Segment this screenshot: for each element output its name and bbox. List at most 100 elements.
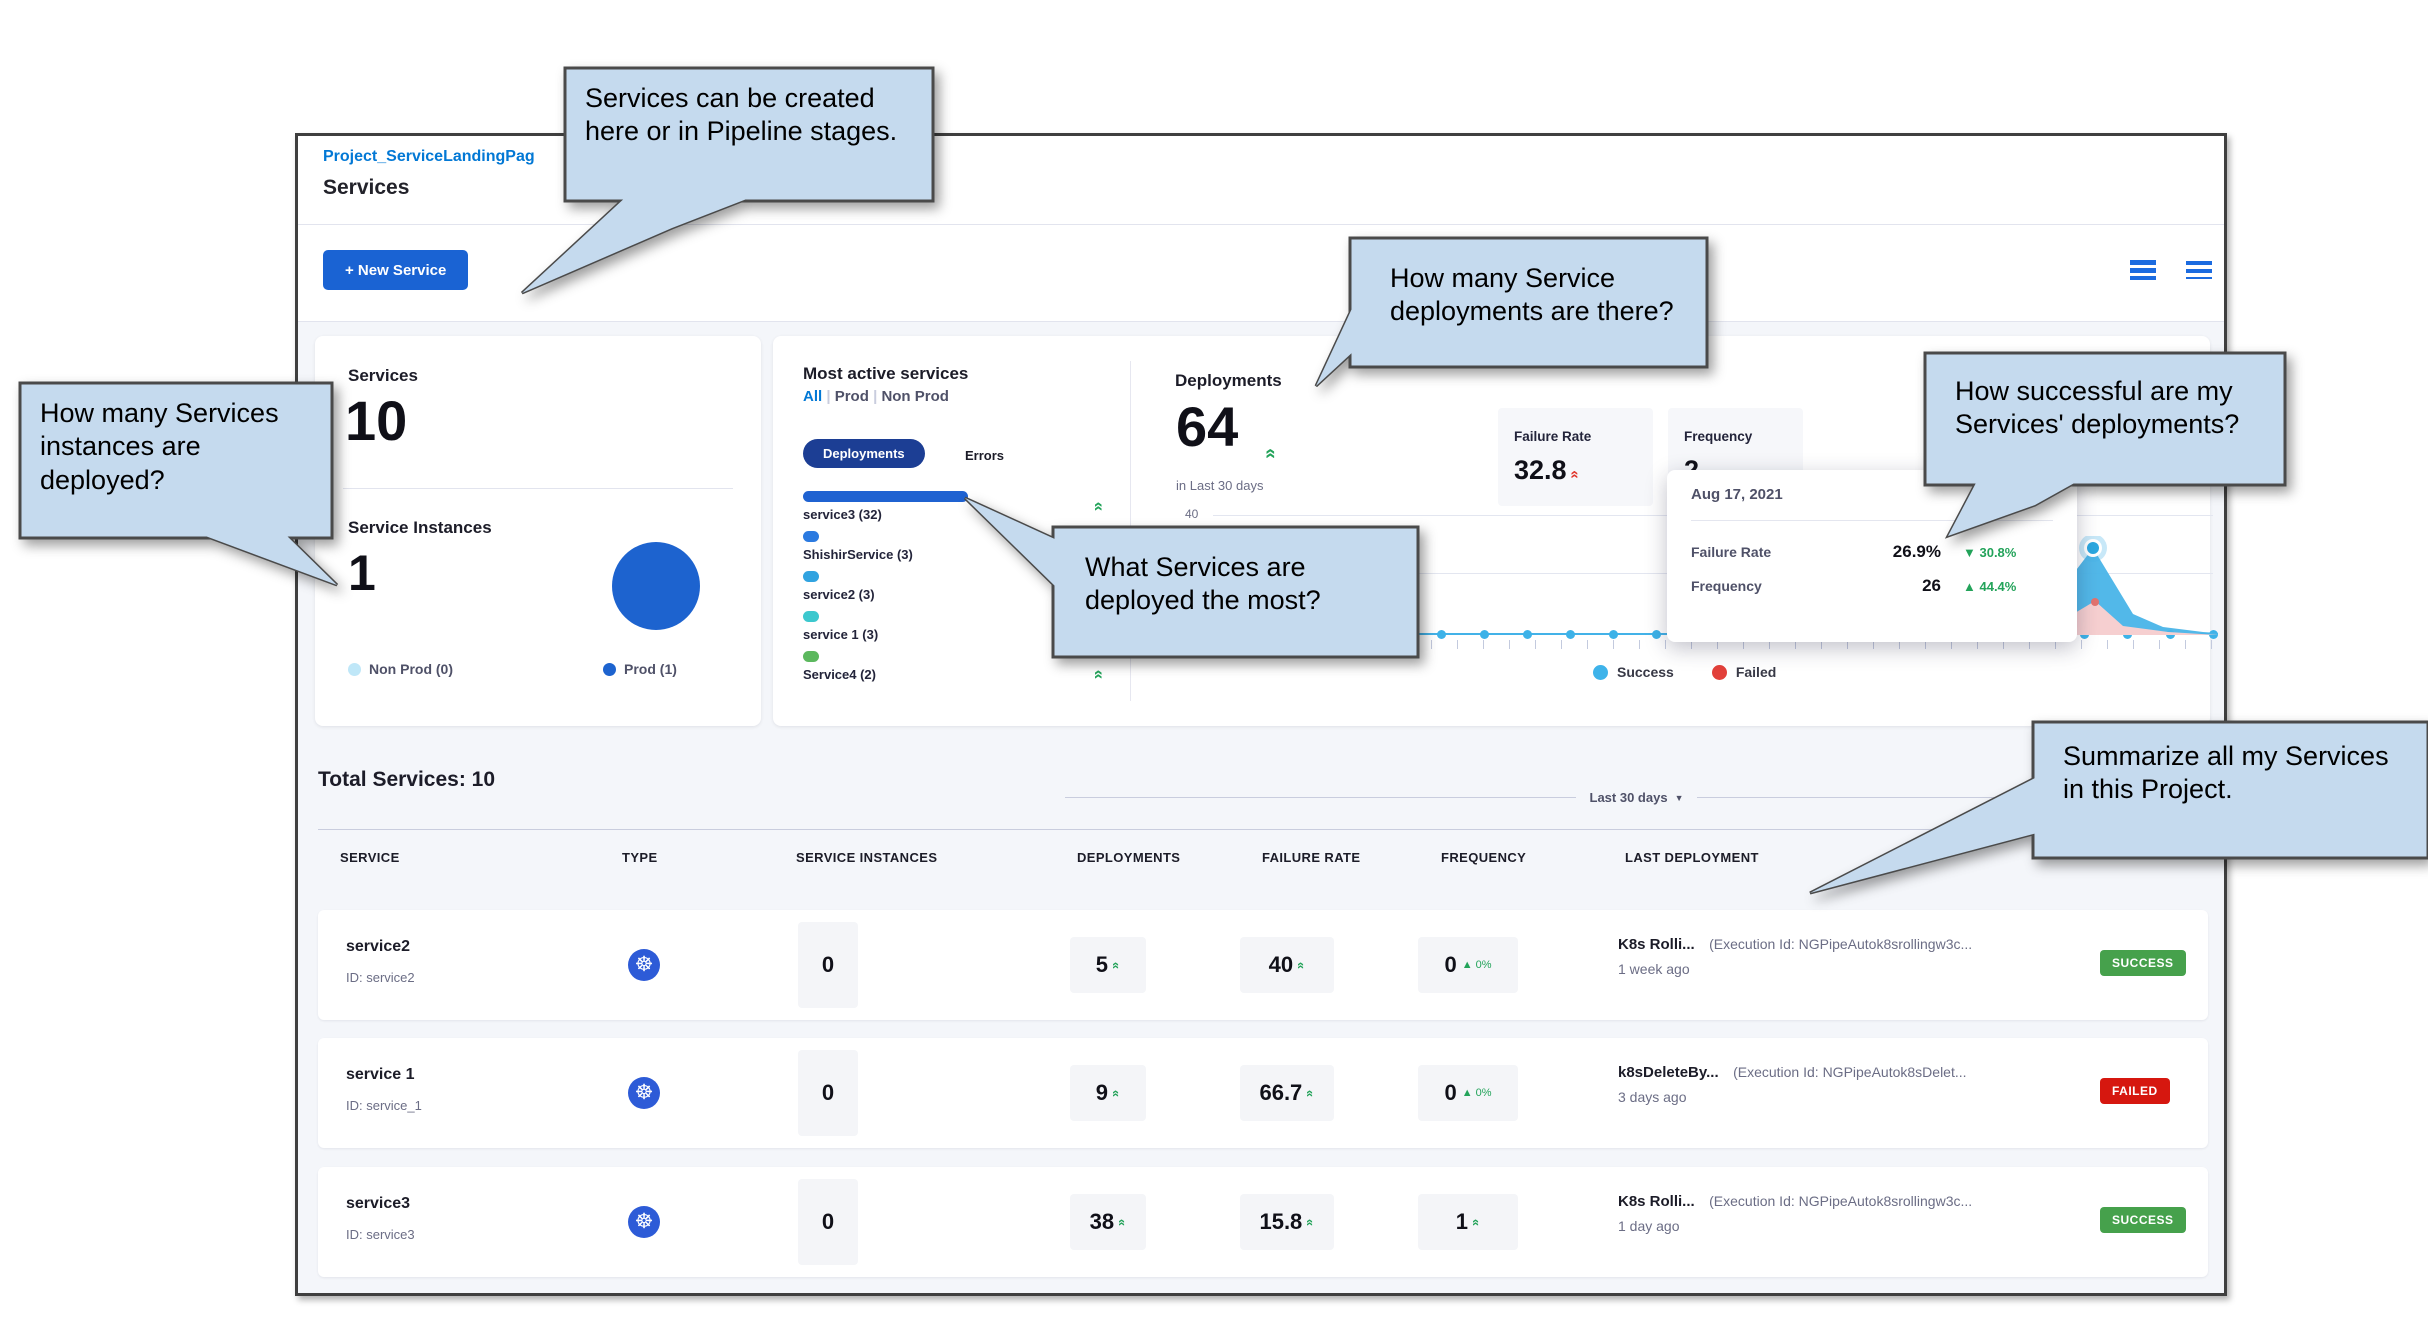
service-bar-label: ShishirService (3) bbox=[803, 547, 913, 562]
pipeline-name[interactable]: k8sDeleteBy... bbox=[1618, 1064, 1719, 1081]
service-id: ID: service3 bbox=[346, 1227, 415, 1242]
page-title: Services bbox=[323, 176, 410, 199]
callout-text: Services can be created here or in Pipel… bbox=[585, 83, 898, 147]
x-axis-ticks bbox=[1223, 640, 2218, 649]
pipeline-name[interactable]: K8s Rolli... bbox=[1618, 1193, 1695, 1210]
trend-up-icon: « bbox=[1109, 1089, 1125, 1097]
trend-up-icon: « bbox=[1109, 961, 1125, 969]
status-badge: SUCCESS bbox=[2100, 1207, 2186, 1233]
service-row[interactable]: service3 ID: service3 ☸ 0 38 « 15.8 « 1 « K… bbox=[318, 1167, 2208, 1277]
callout-text: What Services are deployed the most? bbox=[1085, 552, 1321, 616]
instances-cell: 0 bbox=[798, 1179, 858, 1265]
deployment-time: 3 days ago bbox=[1618, 1089, 1687, 1105]
deployments-toggle[interactable]: Deployments bbox=[803, 439, 925, 468]
legend-success[interactable]: Success bbox=[1593, 664, 1674, 680]
service-bar-label: Service4 (2) bbox=[803, 667, 876, 682]
instances-cell: 0 bbox=[798, 922, 858, 1008]
service-name[interactable]: service 1 bbox=[346, 1066, 415, 1083]
filter-prod[interactable]: Prod bbox=[834, 388, 869, 405]
tooltip-failure-label: Failure Rate bbox=[1691, 544, 1772, 560]
env-filter: All | Prod | Non Prod bbox=[803, 388, 949, 405]
service-bar-row[interactable]: ShishirService (3) bbox=[803, 531, 968, 562]
most-active-title: Most active services bbox=[803, 364, 969, 383]
callout-deployments bbox=[1314, 236, 1709, 388]
period-line bbox=[1065, 797, 1576, 798]
service-row[interactable]: service 1 ID: service_1 ☸ 0 9 « 66.7 « 0 ▲ … bbox=[318, 1038, 2208, 1148]
kubernetes-icon: ☸ bbox=[628, 1206, 660, 1238]
service-name[interactable]: service2 bbox=[346, 938, 411, 955]
chart-dot bbox=[1651, 630, 1661, 639]
tooltip-frequency-value: 26 bbox=[1922, 576, 1941, 595]
legend-prod[interactable]: Prod (1) bbox=[603, 661, 677, 677]
col-deployments[interactable]: DEPLOYMENTS bbox=[1077, 850, 1181, 865]
filter-nonprod[interactable]: Non Prod bbox=[881, 388, 949, 405]
list-view-icon[interactable] bbox=[2186, 261, 2212, 279]
tooltip-failure-value: 26.9% bbox=[1892, 542, 1941, 561]
legend-nonprod[interactable]: Non Prod (0) bbox=[348, 661, 453, 677]
frequency-cell: 1 « bbox=[1418, 1194, 1518, 1250]
legend-nonprod-label: Non Prod (0) bbox=[369, 661, 453, 677]
success-dot-icon bbox=[1593, 664, 1608, 680]
kubernetes-icon: ☸ bbox=[628, 1077, 660, 1109]
col-service[interactable]: SERVICE bbox=[340, 850, 400, 865]
breadcrumb[interactable]: Project_ServiceLandingPag bbox=[323, 148, 535, 165]
tooltip-divider bbox=[1691, 520, 2053, 521]
grid-view-icon[interactable] bbox=[2130, 260, 2156, 280]
period-label: Last 30 days bbox=[1589, 790, 1668, 805]
service-bar bbox=[803, 571, 819, 582]
filter-all[interactable]: All bbox=[803, 388, 823, 405]
deployments-title: Deployments bbox=[1175, 371, 1282, 390]
service-bar-row[interactable]: service 1 (3) bbox=[803, 611, 968, 642]
service-bar-row[interactable]: Service4 (2) bbox=[803, 651, 968, 682]
chart-dot bbox=[1480, 630, 1490, 639]
chart-highlight-point[interactable] bbox=[2087, 542, 2099, 554]
service-instances-count: 1 bbox=[348, 545, 376, 601]
nonprod-dot-icon bbox=[348, 662, 361, 676]
callout-text: Summarize all my Services in this Projec… bbox=[2063, 741, 2389, 805]
callout-summarize bbox=[1809, 720, 2428, 895]
failure-rate-box: Failure Rate 32.8 « bbox=[1498, 408, 1653, 506]
col-type[interactable]: TYPE bbox=[622, 850, 658, 865]
service-bar-label: service3 (32) bbox=[803, 507, 882, 522]
service-instances-label: Service Instances bbox=[348, 518, 492, 537]
execution-id: (Execution Id: NGPipeAutok8srollingw3c..… bbox=[1709, 1193, 1973, 1209]
col-frequency[interactable]: FREQUENCY bbox=[1441, 850, 1527, 865]
trend-up-icon: « bbox=[1294, 961, 1310, 969]
legend-failed[interactable]: Failed bbox=[1711, 664, 1776, 680]
deployments-cell: 9 « bbox=[1070, 1065, 1146, 1121]
col-failure-rate[interactable]: FAILURE RATE bbox=[1262, 850, 1361, 865]
new-service-button[interactable]: + New Service bbox=[323, 250, 469, 290]
last-deployment[interactable]: k8sDeleteBy... (Execution Id: NGPipeAuto… bbox=[1618, 1064, 1967, 1105]
tooltip-failure-delta: ▼ 30.8% bbox=[1963, 544, 2017, 560]
period-dropdown[interactable]: Last 30 days ▼ bbox=[1065, 790, 2208, 805]
trend-up-icon: « bbox=[1259, 448, 1281, 459]
services-count: 10 bbox=[345, 389, 408, 452]
col-service-instances[interactable]: SERVICE INSTANCES bbox=[796, 850, 938, 865]
chart-tooltip: Aug 17, 2021 Failure Rate 26.9% ▼ 30.8% … bbox=[1667, 470, 2077, 642]
service-bar bbox=[803, 611, 819, 622]
last-deployment[interactable]: K8s Rolli... (Execution Id: NGPipeAutok8… bbox=[1618, 936, 1972, 977]
service-row[interactable]: service2 ID: service2 ☸ 0 5 « 40 « 0 ▲ 0% K… bbox=[318, 910, 2208, 1020]
trend-up-icon: « bbox=[1115, 1218, 1131, 1226]
table-top-divider bbox=[318, 829, 2208, 830]
service-name[interactable]: service3 bbox=[346, 1195, 411, 1212]
callout-create-services bbox=[520, 66, 935, 295]
callout-text: How many Services instances are deployed… bbox=[40, 398, 279, 495]
pipeline-name[interactable]: K8s Rolli... bbox=[1618, 936, 1695, 953]
errors-toggle[interactable]: Errors bbox=[965, 448, 1005, 463]
col-last-deployment[interactable]: LAST DEPLOYMENT bbox=[1625, 850, 1759, 865]
most-active-bars: service3 (32) ShishirService (3) service… bbox=[803, 491, 968, 682]
tooltip-row-frequency: Frequency 26 ▲ 44.4% bbox=[1691, 576, 2057, 596]
legend-prod-label: Prod (1) bbox=[624, 661, 677, 677]
status-badge: SUCCESS bbox=[2100, 950, 2186, 976]
service-bar-row[interactable]: service3 (32) bbox=[803, 491, 968, 522]
tooltip-date: Aug 17, 2021 bbox=[1691, 486, 1783, 503]
service-bar-row[interactable]: service2 (3) bbox=[803, 571, 968, 602]
prod-dot-icon bbox=[603, 662, 616, 676]
chart-legend: Success Failed bbox=[1593, 664, 1776, 680]
last-deployment[interactable]: K8s Rolli... (Execution Id: NGPipeAutok8… bbox=[1618, 1193, 1972, 1234]
deployments-caption: in Last 30 days bbox=[1176, 478, 1264, 493]
deployments-cell: 38 « bbox=[1070, 1194, 1146, 1250]
failure-cell: 66.7 « bbox=[1240, 1065, 1334, 1121]
callout-success bbox=[1923, 351, 2287, 539]
